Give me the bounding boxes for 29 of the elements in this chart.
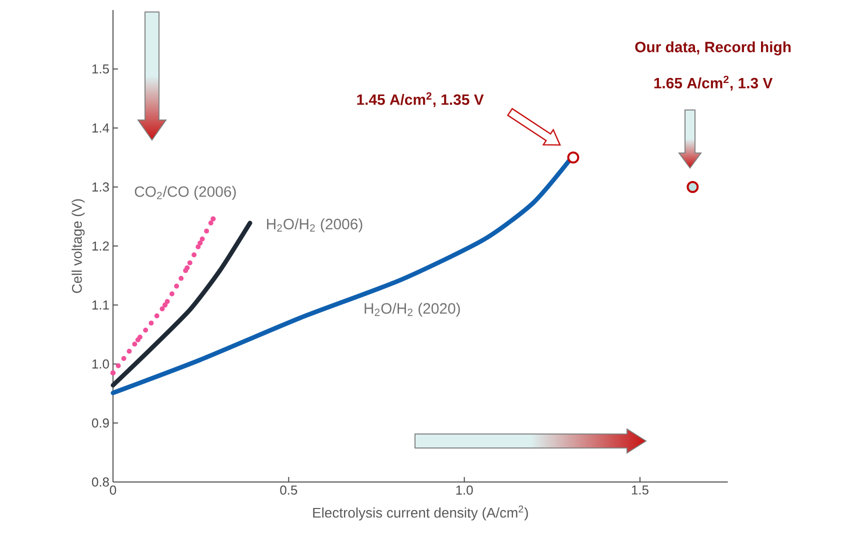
x-tick-label: 1.0 [456, 486, 473, 495]
point [210, 216, 216, 222]
point [198, 240, 203, 246]
annotation: 1.45 A/cm$^{2}$, 1.35 V [357, 92, 484, 108]
point [135, 337, 140, 342]
series-label: H$_{2}$O/H$_{2}$ (2006) [267, 218, 362, 232]
point [162, 302, 168, 308]
annotation: Our data, Record high [635, 41, 791, 56]
point [686, 181, 699, 193]
series-label: H$_{2}$O/H$_{2}$ (2020) [364, 302, 460, 317]
series-label: CO$_{2}$/CO (2006) [134, 186, 236, 200]
annotation: 1.65 A/cm$^{2}$, 1.3 V [654, 76, 773, 91]
y-tick-label: 1.4 [92, 124, 110, 132]
y-tick-label: 1.0 [92, 359, 109, 369]
point [110, 370, 116, 376]
y-tick-label: 1.5 [92, 64, 109, 74]
y-tick-label: 0.9 [92, 418, 109, 428]
y-tick-label: 1.3 [92, 182, 109, 192]
point [184, 265, 190, 270]
point [567, 152, 580, 164]
y-tick-label: 0.8 [92, 477, 109, 487]
x-tick-label: 0 [110, 486, 116, 495]
x-tick-label: 1.5 [632, 486, 648, 495]
x-axis-title: Electrolysis current density (A/cm$^{2}$) [313, 506, 528, 520]
y-tick-label: 1.2 [92, 241, 109, 251]
y-axis-title: Cell voltage (V) [72, 199, 85, 293]
y-tick-label: 1.1 [92, 300, 109, 310]
line-series [110, 220, 252, 388]
x-tick-label: 0.5 [280, 486, 298, 495]
